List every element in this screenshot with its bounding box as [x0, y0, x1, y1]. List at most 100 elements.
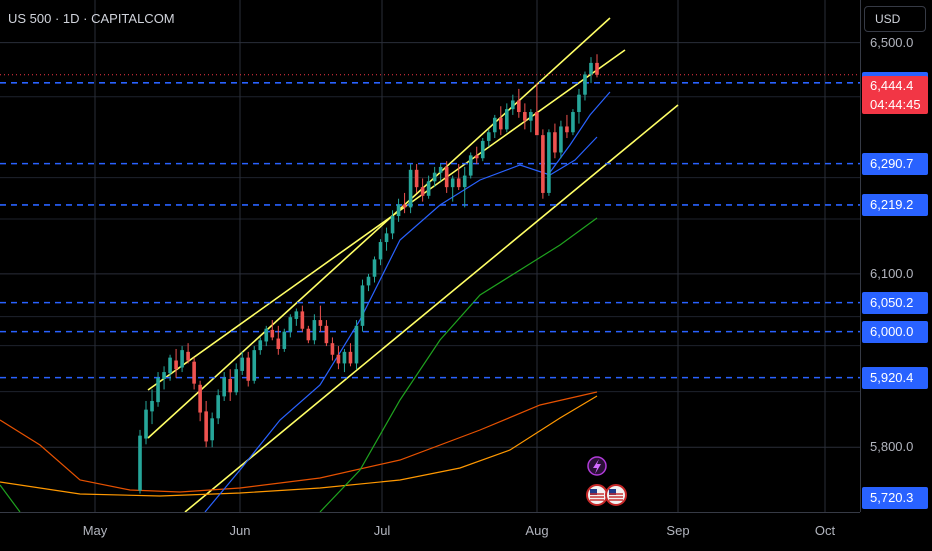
candle-body: [498, 117, 503, 130]
candle-body: [426, 181, 431, 196]
candle-body: [462, 175, 467, 188]
candle-body: [414, 169, 419, 188]
candle-body: [150, 400, 154, 412]
time-axis[interactable]: [0, 512, 860, 551]
candle-body: [535, 112, 539, 136]
candle-body: [511, 100, 515, 110]
candle-body: [282, 331, 287, 349]
candle-body: [210, 418, 214, 441]
chart-svg[interactable]: [0, 0, 860, 513]
moving-average-mid-tail: [0, 484, 21, 513]
moving-average-mid: [319, 217, 598, 513]
moving-average-slowest: [0, 395, 598, 497]
price-tick-label: 5,800.0: [870, 439, 914, 455]
candle-body: [222, 377, 226, 397]
candle-body: [336, 354, 341, 364]
time-tick-label: Jun: [229, 523, 251, 538]
candle-body: [234, 369, 239, 393]
candle-body: [541, 135, 545, 193]
moving-average-fast-short: [547, 91, 611, 176]
candle-body: [246, 357, 251, 381]
candle-body: [378, 242, 383, 260]
trend-channel-line: [147, 49, 626, 391]
moving-average-fast: [204, 136, 598, 513]
candle-body: [577, 94, 581, 113]
candle-body: [252, 350, 257, 381]
candle-body: [553, 132, 557, 153]
candle-body: [348, 351, 353, 364]
price-tick-label: 6,500.0: [870, 34, 914, 50]
candle-body: [444, 166, 449, 188]
candle-body: [547, 132, 551, 193]
candle-body: [583, 74, 587, 95]
price-level-tag: 6,219.2: [862, 193, 928, 216]
candle-body: [529, 112, 533, 121]
candle-body: [384, 233, 389, 243]
price-tick-label: 6,100.0: [870, 265, 914, 281]
candle-body: [192, 361, 196, 384]
candle-body: [523, 112, 527, 121]
candle-body: [156, 377, 160, 403]
symbol-title[interactable]: US 500 · 1D · CAPITALCOM: [8, 11, 175, 26]
trend-channel-line: [184, 104, 679, 513]
candle-body: [438, 166, 443, 173]
candle-body: [168, 357, 172, 374]
time-tick-label: Aug: [525, 523, 549, 538]
candle-body: [565, 126, 569, 133]
us-flag-canton: [590, 489, 597, 495]
candle-body: [342, 351, 347, 364]
candle-body: [330, 343, 335, 355]
candle-body: [450, 178, 455, 188]
candle-body: [517, 100, 521, 113]
candle-body: [270, 329, 275, 338]
candle-body: [174, 360, 178, 370]
candle-body: [312, 320, 317, 341]
candle-body: [198, 384, 202, 413]
candle-body: [372, 259, 377, 277]
candle-body: [480, 140, 485, 159]
candle-body: [258, 340, 263, 351]
candle-body: [162, 372, 166, 380]
candle-body: [366, 276, 371, 286]
candle-body: [138, 435, 142, 491]
candle-body: [390, 216, 395, 234]
trend-channel-line: [147, 17, 611, 439]
price-level-tag: 6,050.2: [862, 291, 928, 314]
candle-body: [589, 62, 593, 75]
time-tick-label: Oct: [814, 523, 836, 538]
chart-plot-area[interactable]: [0, 0, 860, 513]
candle-body: [144, 409, 148, 439]
time-tick-label: Jul: [373, 523, 391, 538]
candle-body: [240, 357, 245, 371]
candle-body: [186, 351, 190, 361]
currency-button[interactable]: USD: [864, 6, 926, 32]
candle-body: [180, 350, 184, 368]
candle-body: [504, 109, 509, 130]
candle-body: [354, 325, 359, 364]
bar-countdown: 04:44:45: [870, 97, 921, 112]
candle-body: [571, 112, 575, 133]
us-flag-canton: [609, 489, 616, 495]
candle-body: [492, 117, 497, 133]
time-tick-label: Sep: [666, 523, 690, 538]
candle-body: [228, 379, 233, 393]
candle-body: [468, 155, 473, 176]
candle-body: [324, 325, 329, 344]
time-tick-label: May: [82, 523, 108, 538]
candle-body: [288, 317, 293, 332]
candle-body: [456, 178, 461, 188]
candle-body: [559, 126, 563, 153]
candle-body: [216, 395, 220, 419]
last-price-tag: 6,444.4 04:44:45: [862, 76, 928, 114]
candle-body: [420, 187, 425, 196]
candle-body: [486, 132, 491, 141]
price-level-tag: 6,000.0: [862, 320, 928, 343]
candle-body: [276, 338, 281, 349]
price-level-tag: 5,720.3: [862, 487, 928, 509]
candle-body: [264, 328, 269, 342]
candle-body: [204, 411, 208, 442]
candle-body: [360, 285, 365, 326]
candle-body: [300, 311, 305, 329]
candle-body: [396, 204, 401, 217]
price-level-tag: 5,920.4: [862, 366, 928, 389]
